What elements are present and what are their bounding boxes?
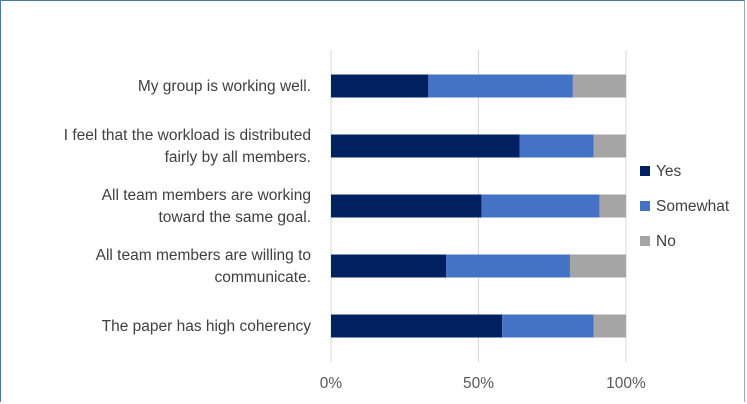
- legend-label-yes: Yes: [656, 163, 682, 180]
- category-label-1-1: fairly by all members.: [165, 149, 311, 166]
- bar-yes-4: [331, 314, 503, 338]
- category-label-3-1: communicate.: [215, 269, 311, 286]
- x-tick-label-0: 0%: [320, 375, 343, 392]
- category-label-1-0: I feel that the workload is distributed: [64, 127, 311, 144]
- category-label-3-0: All team members are willing to: [96, 247, 311, 264]
- bar-somewhat-1: [519, 134, 594, 158]
- x-tick-label-1: 50%: [463, 375, 494, 392]
- bar-yes-1: [331, 134, 520, 158]
- bar-somewhat-3: [446, 254, 570, 278]
- bar-no-3: [569, 254, 626, 278]
- x-tick-label-2: 100%: [606, 375, 646, 392]
- category-label-0-0: My group is working well.: [138, 78, 311, 95]
- bar-yes-2: [331, 194, 482, 218]
- category-label-2-1: toward the same goal.: [158, 209, 311, 226]
- bar-no-4: [593, 314, 626, 338]
- bar-no-1: [593, 134, 626, 158]
- legend-label-no: No: [656, 233, 676, 250]
- legend-swatch-no: [640, 236, 650, 246]
- category-label-4-0: The paper has high coherency: [102, 318, 312, 335]
- category-label-2-0: All team members are working: [102, 187, 311, 204]
- bar-no-0: [572, 74, 626, 98]
- bar-yes-0: [331, 74, 429, 98]
- legend-swatch-somewhat: [640, 201, 650, 211]
- bar-yes-3: [331, 254, 447, 278]
- bar-somewhat-4: [502, 314, 594, 338]
- bar-somewhat-0: [428, 74, 573, 98]
- legend-label-somewhat: Somewhat: [656, 198, 730, 215]
- bar-no-2: [599, 194, 626, 218]
- legend-swatch-yes: [640, 166, 650, 176]
- bar-somewhat-2: [481, 194, 600, 218]
